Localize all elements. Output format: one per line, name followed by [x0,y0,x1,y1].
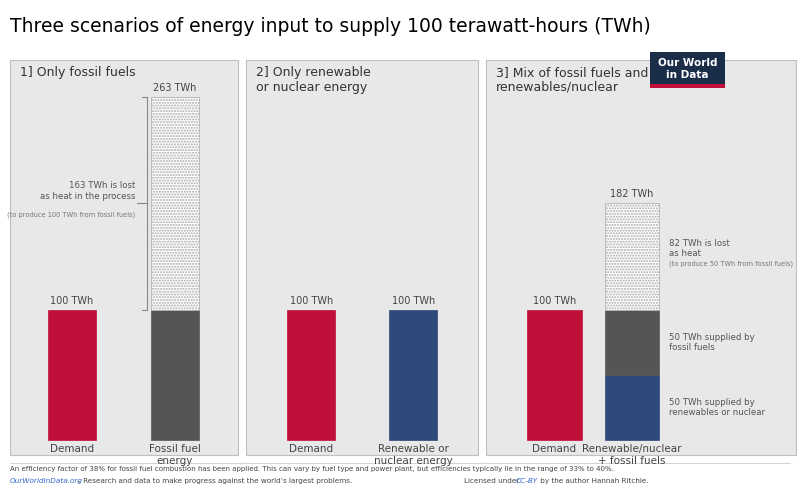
Bar [605,203,659,310]
Text: 100 TWh: 100 TWh [392,296,435,306]
Bar [48,310,96,440]
Text: Renewable or
nuclear energy: Renewable or nuclear energy [374,444,453,466]
Text: 100 TWh: 100 TWh [533,296,576,306]
Text: OurWorldInData.org: OurWorldInData.org [10,478,82,484]
Text: Demand: Demand [533,444,577,454]
Text: Licensed under: Licensed under [464,478,522,484]
Text: by the author Hannah Ritchie.: by the author Hannah Ritchie. [538,478,649,484]
Text: – Research and data to make progress against the world’s largest problems.: – Research and data to make progress aga… [75,478,353,484]
Text: (to produce 50 TWh from fossil fuels): (to produce 50 TWh from fossil fuels) [669,260,793,267]
Text: An efficiency factor of 38% for fossil fuel combustion has been applied. This ca: An efficiency factor of 38% for fossil f… [10,466,614,472]
Text: 2] Only renewable
or nuclear energy: 2] Only renewable or nuclear energy [256,66,370,94]
Text: Demand: Demand [50,444,94,454]
Bar [527,310,582,440]
Text: Three scenarios of energy input to supply 100 terawatt-hours (TWh): Three scenarios of energy input to suppl… [10,18,650,36]
Text: 1] Only fossil fuels: 1] Only fossil fuels [20,66,136,79]
Bar [650,52,725,88]
Text: Our World
in Data: Our World in Data [658,58,718,80]
Text: 263 TWh: 263 TWh [153,83,196,93]
Bar [650,84,725,88]
Text: Fossil fuel
energy: Fossil fuel energy [149,444,201,466]
Bar [150,97,198,310]
Text: 100 TWh: 100 TWh [290,296,333,306]
Text: (to produce 100 TWh from fossil fuels): (to produce 100 TWh from fossil fuels) [7,211,135,218]
Text: 163 TWh is lost
as heat in the process: 163 TWh is lost as heat in the process [40,181,135,201]
Text: CC-BY: CC-BY [516,478,538,484]
Bar [390,310,438,440]
Text: Renewable/nuclear
+ fossil fuels: Renewable/nuclear + fossil fuels [582,444,682,466]
Bar [10,60,238,455]
Text: 50 TWh supplied by
renewables or nuclear: 50 TWh supplied by renewables or nuclear [669,398,765,417]
Text: 82 TWh is lost
as heat: 82 TWh is lost as heat [669,239,730,258]
Text: 100 TWh: 100 TWh [50,296,94,306]
Bar [605,310,659,375]
Bar [150,310,198,440]
Text: 182 TWh: 182 TWh [610,188,654,198]
Bar [486,60,796,455]
Text: 3] Mix of fossil fuels and
renewables/nuclear: 3] Mix of fossil fuels and renewables/nu… [496,66,648,94]
Text: Demand: Demand [290,444,334,454]
Text: 50 TWh supplied by
fossil fuels: 50 TWh supplied by fossil fuels [669,332,754,352]
Bar [246,60,478,455]
Bar [287,310,335,440]
Bar [605,375,659,440]
